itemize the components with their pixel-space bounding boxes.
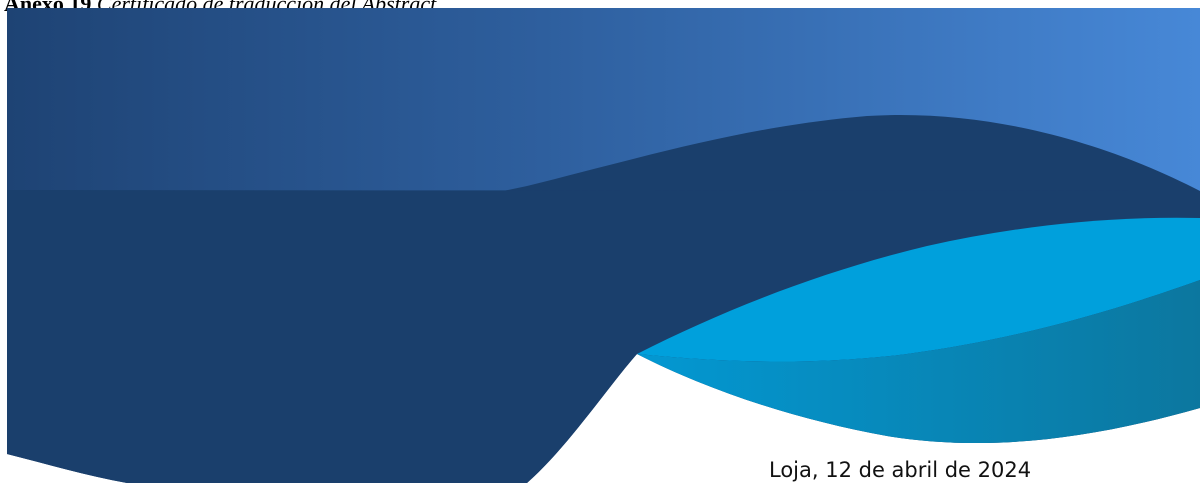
letterhead-wave-graphic xyxy=(7,8,1200,483)
letter-date: Loja, 12 de abril de 2024 xyxy=(769,458,1032,482)
top-gradient-band xyxy=(7,8,1200,226)
cyan-wave-shape xyxy=(637,217,1200,362)
teal-wave-shape xyxy=(637,280,1200,444)
white-lower-area xyxy=(7,354,1200,483)
